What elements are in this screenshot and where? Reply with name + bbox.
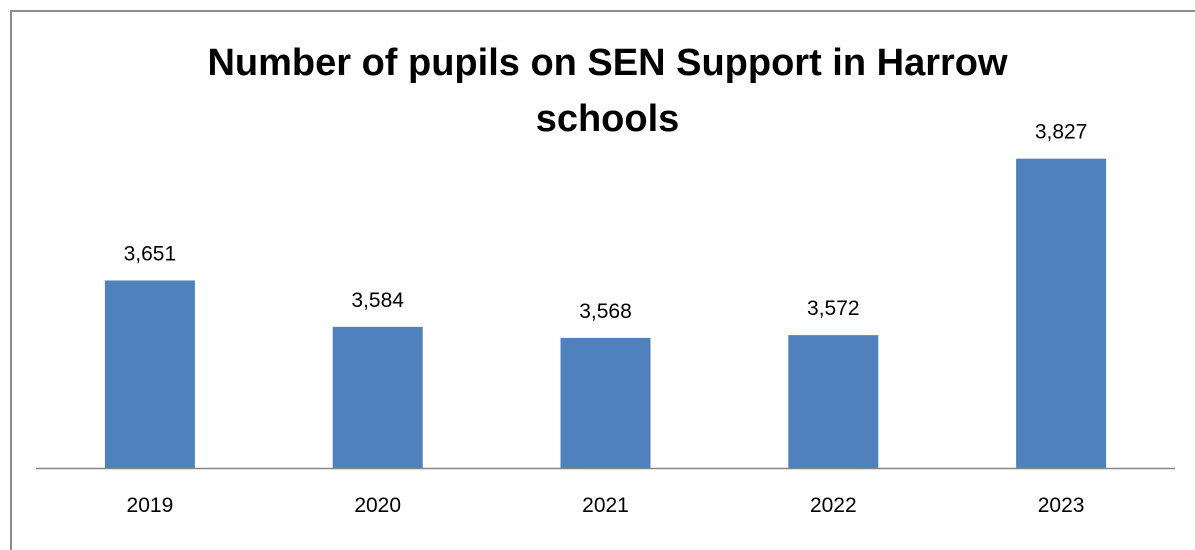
bar-2023 xyxy=(1016,158,1107,468)
bar-2019 xyxy=(104,280,195,468)
chart-title: Number of pupils on SEN Support in Harro… xyxy=(0,35,1195,147)
x-tick-label-2020: 2020 xyxy=(354,494,401,517)
chart-title-line-1: Number of pupils on SEN Support in Harro… xyxy=(207,42,1008,84)
chart-title-line-2: schools xyxy=(535,98,680,140)
bar-chart: 3,651 2019 3,584 2020 3,568 2021 3,572 2022 3,82… xyxy=(36,121,1175,517)
bar-2021 xyxy=(560,337,651,468)
bar-2022 xyxy=(788,335,879,468)
data-label-2019: 3,651 xyxy=(124,242,177,265)
bar-2020 xyxy=(332,326,423,468)
data-label-2023: 3,827 xyxy=(1035,121,1088,144)
data-label-2020: 3,584 xyxy=(351,289,404,312)
chart-frame xyxy=(10,10,1195,550)
x-tick-label-2019: 2019 xyxy=(127,494,174,517)
data-label-2022: 3,572 xyxy=(807,297,860,320)
x-tick-label-2022: 2022 xyxy=(810,494,857,517)
x-tick-label-2021: 2021 xyxy=(582,494,629,517)
data-label-2021: 3,568 xyxy=(579,300,632,323)
x-tick-label-2023: 2023 xyxy=(1038,494,1085,517)
